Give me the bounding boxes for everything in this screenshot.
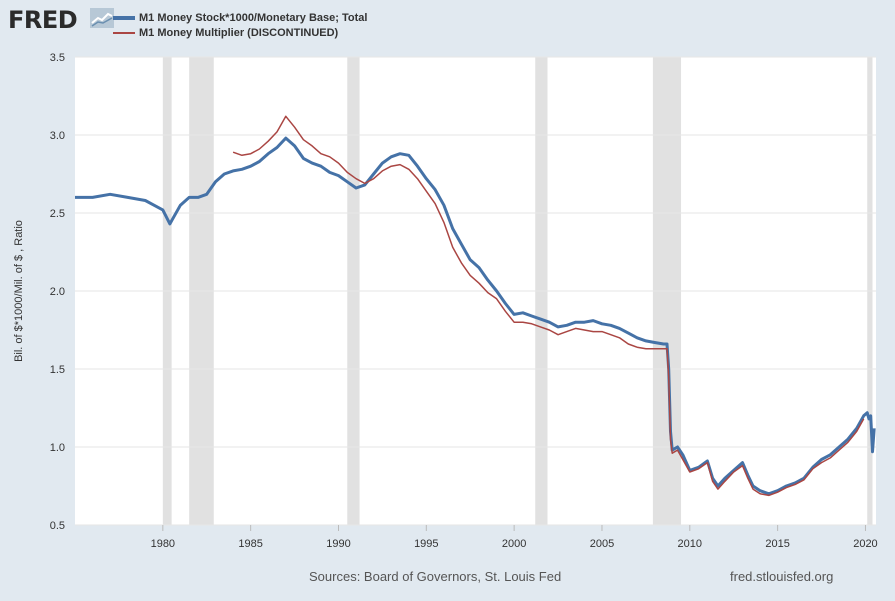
fred-logo[interactable]: FRED [8, 6, 78, 34]
series-lines [75, 115, 876, 497]
x-tick-label: 2015 [765, 538, 789, 550]
x-tick-label: 1990 [326, 538, 350, 550]
chart-legend: M1 Money Stock*1000/Monetary Base; Total… [113, 10, 367, 40]
y-axis-ticks: 0.5 1.0 1.5 2.0 2.5 3.0 3.5 [50, 52, 65, 532]
legend-item-multiplier[interactable]: M1 Money Multiplier (DISCONTINUED) [113, 25, 367, 40]
x-tick-label: 2010 [678, 538, 702, 550]
legend-item-m1[interactable]: M1 Money Stock*1000/Monetary Base; Total [113, 10, 367, 25]
legend-swatch-multiplier [113, 31, 135, 34]
x-tick-label: 1980 [151, 538, 175, 550]
legend-label: M1 Money Stock*1000/Monetary Base; Total [139, 11, 368, 24]
y-tick-label: 3.0 [50, 130, 65, 142]
y-axis-label: Bil. of $*1000/Mil. of $ , Ratio [13, 220, 25, 362]
y-tick-label: 0.5 [50, 520, 65, 532]
x-tick-label: 2005 [590, 538, 614, 550]
trend-chart-icon [90, 8, 114, 28]
legend-label: M1 Money Multiplier (DISCONTINUED) [139, 26, 339, 39]
gridlines [75, 56, 876, 526]
x-tick-label: 1985 [238, 538, 262, 550]
y-tick-label: 2.0 [50, 286, 65, 298]
y-tick-label: 1.5 [50, 364, 65, 376]
sources-text: Sources: Board of Governors, St. Louis F… [309, 569, 562, 584]
x-axis-ticks: 1980 1985 1990 1995 2000 2005 2010 2015 2020 [151, 525, 878, 550]
fred-url-link[interactable]: fred.stlouisfed.org [730, 569, 834, 584]
series-line-m1[interactable] [75, 136, 876, 496]
series-line-multiplier[interactable] [232, 115, 865, 497]
x-tick-label: 2000 [502, 538, 526, 550]
legend-swatch-m1 [113, 15, 135, 20]
x-tick-label: 2020 [853, 538, 877, 550]
x-tick-label: 1995 [414, 538, 438, 550]
y-tick-label: 2.5 [50, 208, 65, 220]
y-tick-label: 1.0 [50, 442, 65, 454]
y-tick-label: 3.5 [50, 52, 65, 64]
